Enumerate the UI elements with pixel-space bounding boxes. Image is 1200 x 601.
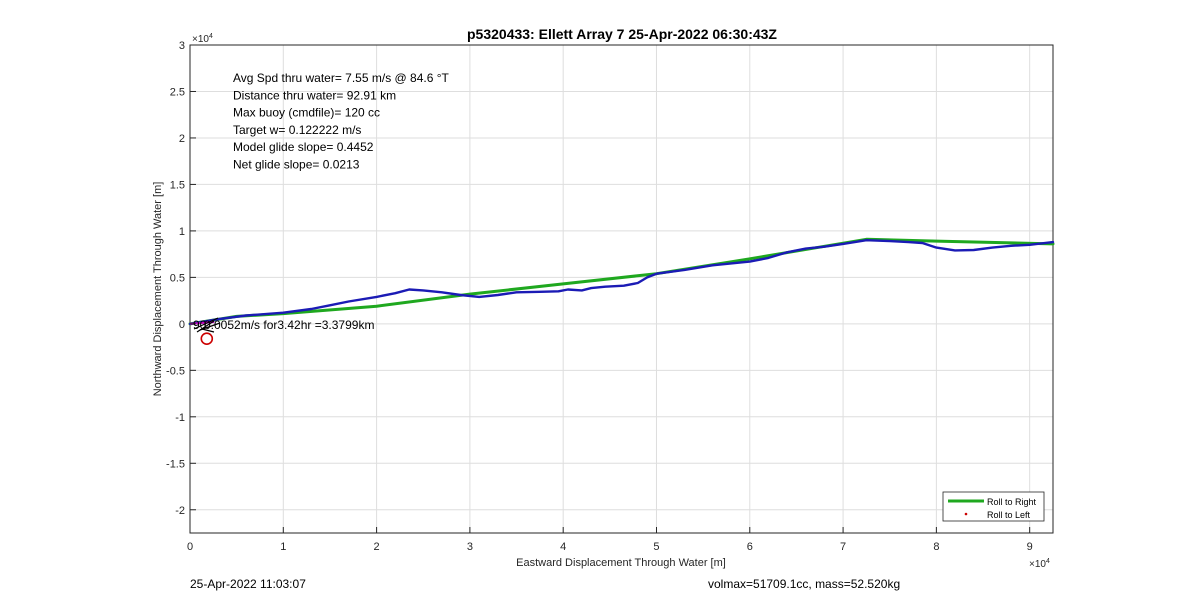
x-tick-label: 9: [1027, 541, 1033, 553]
y-tick-label: 1.5: [170, 179, 185, 191]
current-arrows: [193, 317, 221, 333]
y-tick-label: 0.5: [170, 272, 185, 284]
current-arrow: [201, 328, 215, 333]
y-axis-label: Northward Displacement Through Water [m]: [152, 182, 164, 397]
y-tick-label: 3: [179, 40, 185, 52]
annotation-line: Max buoy (cmdfile)= 120 cc: [233, 106, 380, 120]
current-label: 0.0052m/s for3.42hr =3.3799km: [204, 318, 374, 332]
y-exponent-base: ×10: [192, 34, 209, 45]
current-label-group: 90 0.0052m/s for3.42hr =3.3799km: [193, 318, 374, 332]
x-exponent-power: 4: [1046, 558, 1050, 565]
annotation-line: Distance thru water= 92.91 km: [233, 88, 396, 102]
x-tick-label: 3: [467, 541, 473, 553]
annotation-line: Target w= 0.122222 m/s: [233, 123, 361, 137]
x-tick-label: 4: [560, 541, 566, 553]
x-tick-label: 5: [653, 541, 659, 553]
annotation-line: Avg Spd thru water= 7.55 m/s @ 84.6 °T: [233, 71, 450, 85]
y-tick-label: 2.5: [170, 86, 185, 98]
x-tick-label: 0: [187, 541, 193, 553]
footer-volmax: volmax=51709.1cc, mass=52.520kg: [708, 577, 901, 591]
svg-text:×104: ×104: [192, 33, 213, 45]
x-tick-label: 7: [840, 541, 846, 553]
series-glider-track: [188, 239, 1055, 326]
annotation-line: Net glide slope= 0.0213: [233, 158, 360, 172]
y-tick-label: -2: [175, 505, 185, 517]
y-exponent: ×104: [192, 33, 213, 45]
legend-label-roll-right: Roll to Right: [987, 497, 1037, 507]
x-tick-label: 2: [374, 541, 380, 553]
axes: 0 1 2 3 4 5 6 7 8 9 -2 -1.5 -1 -0.5 0 0.5 1 1.5 2 2.5 3: [166, 40, 1033, 553]
y-exponent-power: 4: [209, 33, 213, 40]
y-tick-label: -1: [175, 412, 185, 424]
x-exponent: ×104: [1029, 558, 1050, 570]
current-arrow: [196, 320, 215, 333]
svg-text:×104: ×104: [1029, 558, 1050, 570]
x-tick-label: 1: [280, 541, 286, 553]
current-arrow: [193, 317, 219, 330]
chart-title: p5320433: Ellett Array 7 25-Apr-2022 06:…: [467, 26, 777, 42]
legend: Roll to Right Roll to Left: [942, 491, 1045, 522]
footer-timestamp: 25-Apr-2022 11:03:07: [190, 577, 306, 591]
left-roll-marker: [200, 332, 214, 346]
x-exponent-base: ×10: [1029, 559, 1046, 570]
x-tick-label: 6: [747, 541, 753, 553]
annotation-line: Model glide slope= 0.4452: [233, 140, 374, 154]
plot-area: [189, 44, 1054, 534]
annotations: Avg Spd thru water= 7.55 m/s @ 84.6 °T Di…: [233, 71, 450, 172]
x-tick-label: 8: [933, 541, 939, 553]
y-tick-label: 1: [179, 226, 185, 238]
y-tick-label: 0: [179, 319, 185, 331]
legend-box: [942, 491, 1045, 522]
y-tick-label: 2: [179, 133, 185, 145]
x-axis-label: Eastward Displacement Through Water [m]: [516, 557, 726, 569]
y-tick-label: -1.5: [166, 458, 185, 470]
legend-swatch-roll-left: [964, 512, 968, 516]
grid: [189, 44, 1053, 533]
y-tick-label: -0.5: [166, 365, 185, 377]
legend-label-roll-left: Roll to Left: [987, 510, 1031, 520]
